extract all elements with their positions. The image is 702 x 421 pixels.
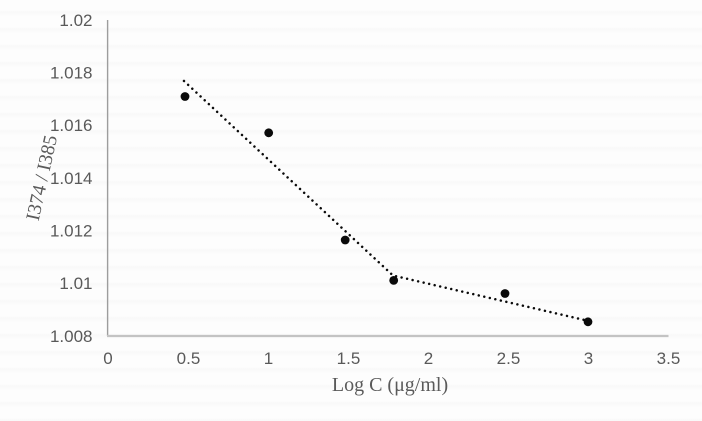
svg-text:1.014: 1.014 [50,169,93,188]
svg-text:1.008: 1.008 [50,327,93,346]
svg-text:1.018: 1.018 [50,64,93,83]
svg-text:3: 3 [584,349,593,368]
svg-text:1.02: 1.02 [59,11,92,30]
svg-text:2.5: 2.5 [497,349,521,368]
svg-text:0.5: 0.5 [177,349,201,368]
svg-text:1.016: 1.016 [50,116,93,135]
svg-text:1.012: 1.012 [50,222,93,241]
svg-text:3.5: 3.5 [657,349,681,368]
svg-text:2: 2 [424,349,433,368]
svg-text:1: 1 [264,349,273,368]
svg-text:0: 0 [103,349,112,368]
svg-text:1.01: 1.01 [59,274,92,293]
svg-text:1.5: 1.5 [337,349,361,368]
svg-text:Log C (μg/ml): Log C (μg/ml) [332,374,448,396]
